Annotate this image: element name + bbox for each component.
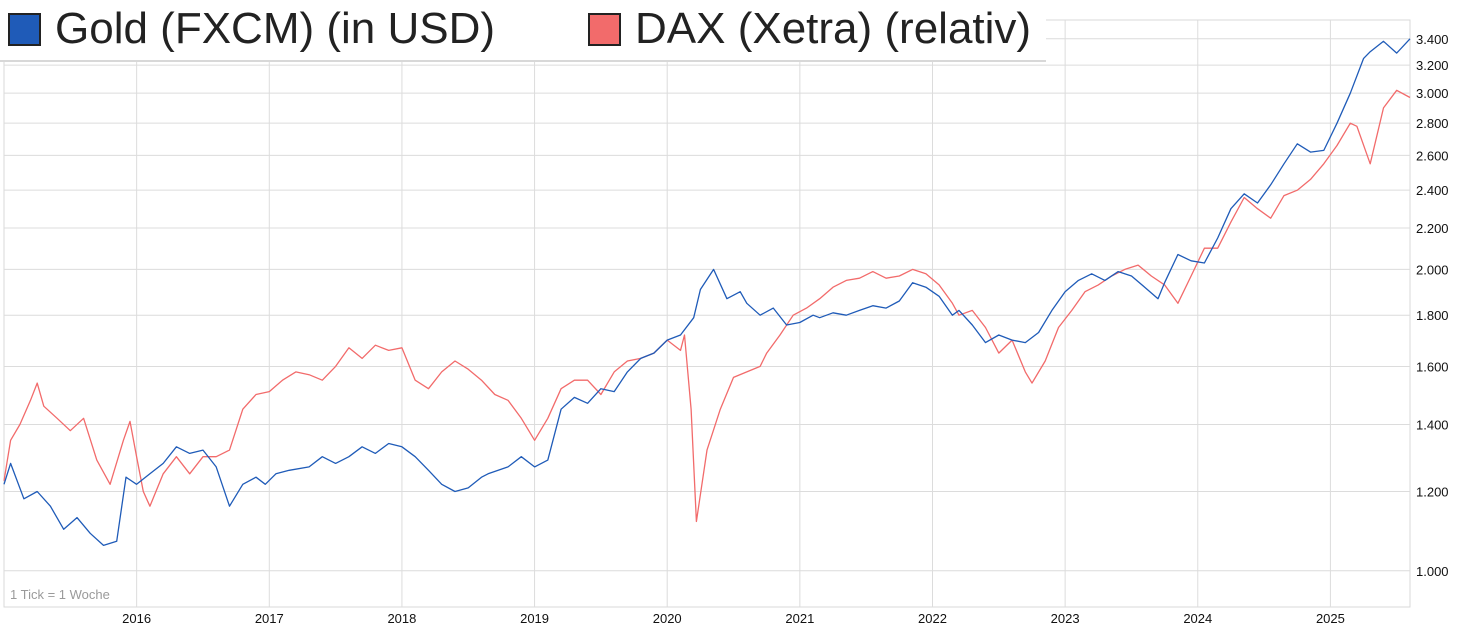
legend-label-gold: Gold (FXCM) (in USD) — [55, 4, 496, 53]
x-tick-label: 2017 — [255, 611, 284, 626]
x-axis: 2016 2017 2018 2019 2020 2021 2022 2023 2024 2025 — [122, 611, 1345, 626]
legend-item-gold: Gold (FXCM) (in USD) — [8, 4, 495, 54]
y-tick-label: 2.200 — [1416, 221, 1449, 236]
y-tick-label: 1.000 — [1416, 564, 1449, 579]
y-tick-label: 3.400 — [1416, 32, 1449, 47]
chart-legend: Gold (FXCM) (in USD) DAX (Xetra) (relati… — [0, 0, 1046, 62]
tick-interval-note: 1 Tick = 1 Woche — [10, 587, 110, 602]
x-tick-label: 2020 — [653, 611, 682, 626]
x-tick-label: 2018 — [387, 611, 416, 626]
x-tick-label: 2025 — [1316, 611, 1345, 626]
legend-swatch-dax — [588, 12, 621, 46]
x-tick-label: 2016 — [122, 611, 151, 626]
y-tick-label: 1.200 — [1416, 484, 1449, 499]
y-tick-label: 2.400 — [1416, 183, 1449, 198]
x-tick-label: 2023 — [1051, 611, 1080, 626]
x-tick-label: 2019 — [520, 611, 549, 626]
x-tick-label: 2021 — [785, 611, 814, 626]
legend-item-dax: DAX (Xetra) (relativ) — [588, 4, 1031, 54]
x-tick-label: 2024 — [1183, 611, 1212, 626]
x-tick-label: 2022 — [918, 611, 947, 626]
y-tick-label: 1.400 — [1416, 417, 1449, 432]
y-tick-label: 2.800 — [1416, 116, 1449, 131]
chart-series — [3, 38, 1411, 547]
legend-label-dax: DAX (Xetra) (relativ) — [635, 4, 1032, 53]
legend-swatch-gold — [8, 12, 41, 46]
series-line-dax — [3, 89, 1411, 523]
y-tick-label: 1.800 — [1416, 308, 1449, 323]
y-tick-label: 2.600 — [1416, 148, 1449, 163]
y-axis: 1.000 1.200 1.400 1.600 1.800 2.000 2.200 2.400… — [1416, 32, 1449, 579]
series-line-gold — [3, 38, 1411, 547]
y-tick-label: 2.000 — [1416, 262, 1449, 277]
y-tick-label: 3.200 — [1416, 58, 1449, 73]
y-tick-label: 1.600 — [1416, 359, 1449, 374]
y-tick-label: 3.000 — [1416, 86, 1449, 101]
